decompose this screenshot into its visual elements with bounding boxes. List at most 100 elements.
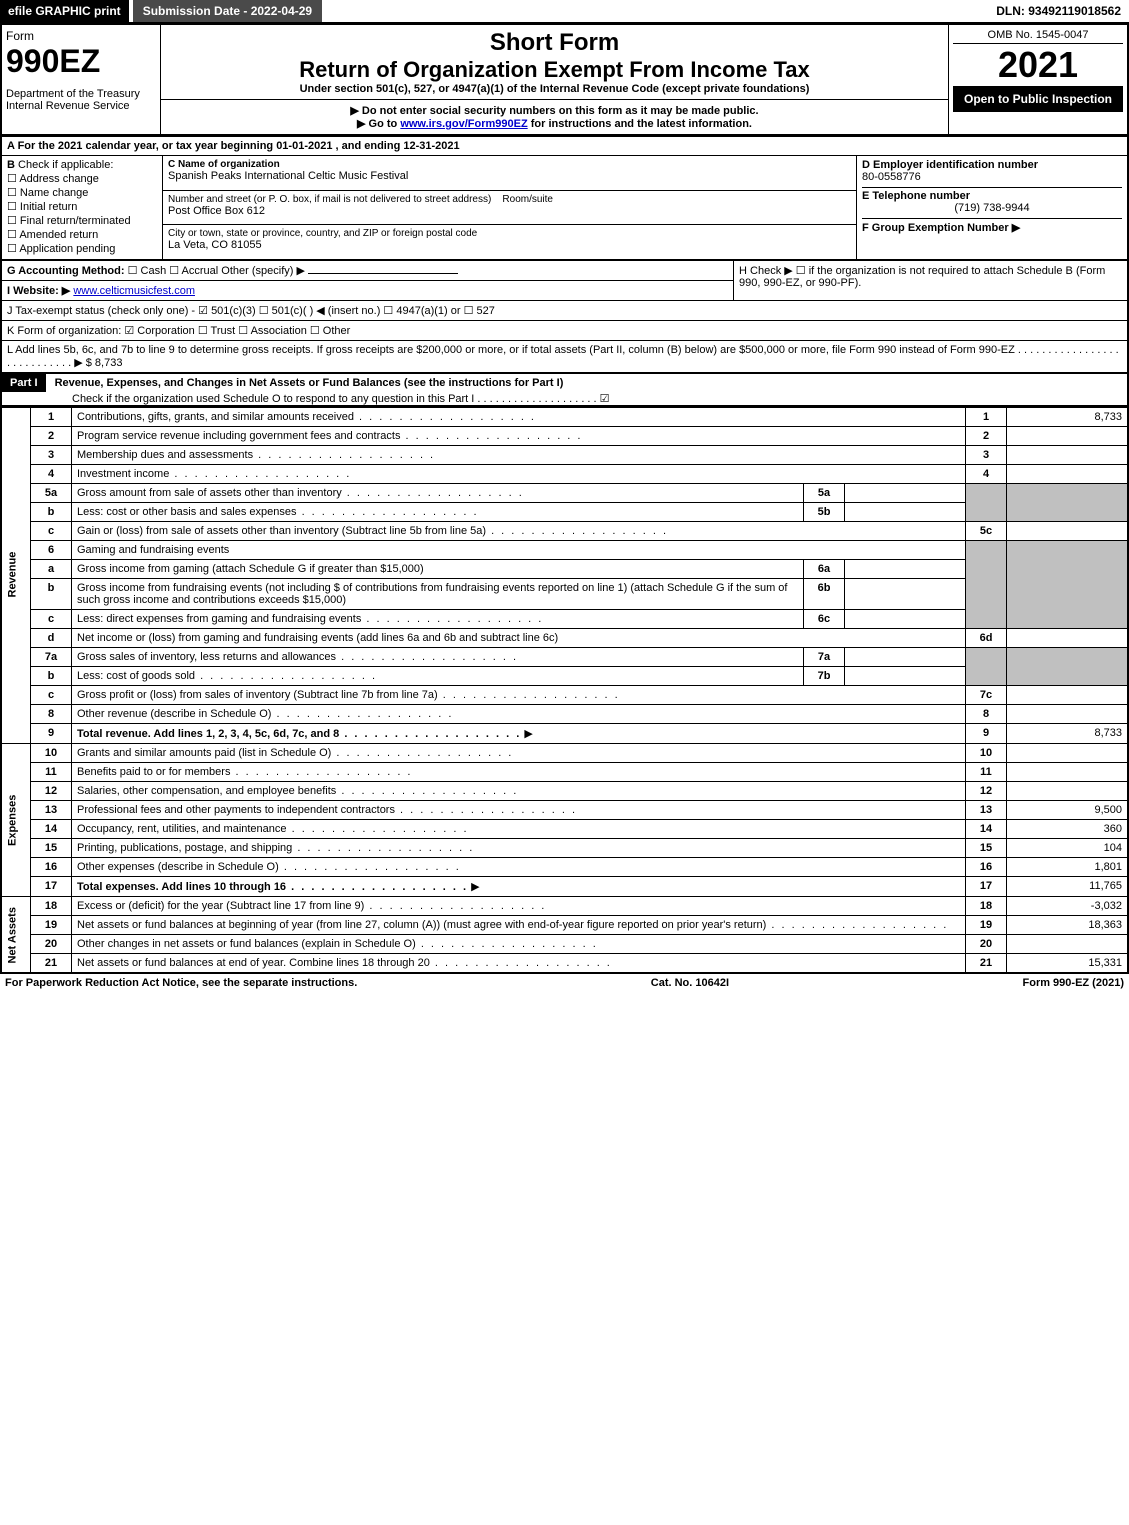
line-10-amt <box>1007 744 1129 763</box>
line-6a-num: a <box>31 560 72 579</box>
line-6c-amt <box>845 610 966 629</box>
part1-header-table: Part I Revenue, Expenses, and Changes in… <box>0 373 1129 406</box>
line-13-amt: 9,500 <box>1007 801 1129 820</box>
line-7c-ref: 7c <box>966 686 1007 705</box>
netassets-vertical-label: Net Assets <box>1 897 31 974</box>
part1-subtitle: Check if the organization used Schedule … <box>2 392 1127 405</box>
line-17-ref: 17 <box>966 877 1007 897</box>
line-11-amt <box>1007 763 1129 782</box>
section-d-e-f: D Employer identification number 80-0558… <box>857 156 1129 260</box>
tax-year: 2021 <box>953 44 1123 86</box>
line-20-text: Other changes in net assets or fund bala… <box>72 935 966 954</box>
line-7a-ref: 7a <box>804 648 845 667</box>
line-16-amt: 1,801 <box>1007 858 1129 877</box>
line-4-ref: 4 <box>966 465 1007 484</box>
line-5b-ref: 5b <box>804 503 845 522</box>
checkbox-initial-return[interactable]: Initial return <box>7 200 157 213</box>
line-5c-amt <box>1007 522 1129 541</box>
line-9-num: 9 <box>31 724 72 744</box>
line-6b-num: b <box>31 579 72 610</box>
line-8-num: 8 <box>31 705 72 724</box>
subtitle-1: Under section 501(c), 527, or 4947(a)(1)… <box>165 83 944 95</box>
line-7a-amt <box>845 648 966 667</box>
city-label: City or town, state or province, country… <box>168 228 851 239</box>
line-8-text: Other revenue (describe in Schedule O) <box>72 705 966 724</box>
line-18-ref: 18 <box>966 897 1007 916</box>
line-15-ref: 15 <box>966 839 1007 858</box>
section-g: G Accounting Method: ☐ Cash ☐ Accrual Ot… <box>1 261 734 281</box>
line-7a-text: Gross sales of inventory, less returns a… <box>72 648 804 667</box>
section-a: A For the 2021 calendar year, or tax yea… <box>1 137 1128 156</box>
line-5a-num: 5a <box>31 484 72 503</box>
open-public-inspection: Open to Public Inspection <box>953 86 1123 112</box>
line-5a-amt <box>845 484 966 503</box>
line-8-amt <box>1007 705 1129 724</box>
section-a-table: A For the 2021 calendar year, or tax yea… <box>0 136 1129 260</box>
line-16-text: Other expenses (describe in Schedule O) <box>72 858 966 877</box>
line-12-num: 12 <box>31 782 72 801</box>
right-cell: OMB No. 1545-0047 2021 Open to Public In… <box>949 24 1129 135</box>
checkbox-name-change[interactable]: Name change <box>7 186 157 199</box>
line-13-ref: 13 <box>966 801 1007 820</box>
line-7b-num: b <box>31 667 72 686</box>
line-6d-ref: 6d <box>966 629 1007 648</box>
grey-6b <box>1007 541 1129 629</box>
sub3-prefix: ▶ Go to <box>357 118 400 130</box>
room-label: Room/suite <box>502 194 553 205</box>
line-20-ref: 20 <box>966 935 1007 954</box>
line-2-text: Program service revenue including govern… <box>72 427 966 446</box>
part1-title: Revenue, Expenses, and Changes in Net As… <box>49 377 564 389</box>
checkbox-final-return[interactable]: Final return/terminated <box>7 214 157 227</box>
website-link[interactable]: www.celticmusicfest.com <box>73 285 195 297</box>
subtitle-2: ▶ Do not enter social security numbers o… <box>165 104 944 117</box>
efile-print-button[interactable]: efile GRAPHIC print <box>0 0 129 22</box>
form-header: Form 990EZ Department of the Treasury In… <box>0 23 1129 136</box>
line-6b-text: Gross income from fundraising events (no… <box>72 579 804 610</box>
line-12-ref: 12 <box>966 782 1007 801</box>
line-1-ref: 1 <box>966 407 1007 427</box>
line-3-num: 3 <box>31 446 72 465</box>
line-16-num: 16 <box>31 858 72 877</box>
line-19-amt: 18,363 <box>1007 916 1129 935</box>
section-c-name: C Name of organization Spanish Peaks Int… <box>163 156 857 191</box>
line-3-ref: 3 <box>966 446 1007 465</box>
section-k: K Form of organization: ☑ Corporation ☐ … <box>1 321 1128 341</box>
line-11-num: 11 <box>31 763 72 782</box>
line-6c-num: c <box>31 610 72 629</box>
line-6c-text: Less: direct expenses from gaming and fu… <box>72 610 804 629</box>
line-14-text: Occupancy, rent, utilities, and maintena… <box>72 820 966 839</box>
line-7b-text: Less: cost of goods sold <box>72 667 804 686</box>
title-cell: Short Form Return of Organization Exempt… <box>161 24 949 100</box>
line-2-num: 2 <box>31 427 72 446</box>
line-9-ref: 9 <box>966 724 1007 744</box>
line-13-text: Professional fees and other payments to … <box>72 801 966 820</box>
line-14-ref: 14 <box>966 820 1007 839</box>
line-6d-amt <box>1007 629 1129 648</box>
line-20-num: 20 <box>31 935 72 954</box>
line-17-text: Total expenses. Add lines 10 through 16 … <box>72 877 966 897</box>
checkbox-amended-return[interactable]: Amended return <box>7 228 157 241</box>
line-5c-ref: 5c <box>966 522 1007 541</box>
line-1-num: 1 <box>31 407 72 427</box>
line-21-num: 21 <box>31 954 72 974</box>
section-j: J Tax-exempt status (check only one) - ☑… <box>1 301 1128 321</box>
line-7a-num: 7a <box>31 648 72 667</box>
grey-7b <box>1007 648 1129 686</box>
line-6c-ref: 6c <box>804 610 845 629</box>
revenue-vertical-label: Revenue <box>1 407 31 744</box>
line-9-amt: 8,733 <box>1007 724 1129 744</box>
section-i: I Website: ▶ www.celticmusicfest.com <box>1 281 734 301</box>
checkbox-application-pending[interactable]: Application pending <box>7 242 157 255</box>
line-7b-ref: 7b <box>804 667 845 686</box>
line-21-amt: 15,331 <box>1007 954 1129 974</box>
line-20-amt <box>1007 935 1129 954</box>
lines-table: Revenue 1 Contributions, gifts, grants, … <box>0 406 1129 974</box>
dept-treasury-label: Department of the Treasury Internal Reve… <box>6 88 156 112</box>
line-14-amt: 360 <box>1007 820 1129 839</box>
checkbox-address-change[interactable]: Address change <box>7 172 157 185</box>
line-6b-ref: 6b <box>804 579 845 610</box>
line-6-text: Gaming and fundraising events <box>72 541 966 560</box>
line-1-amt: 8,733 <box>1007 407 1129 427</box>
line-5b-amt <box>845 503 966 522</box>
irs-link[interactable]: www.irs.gov/Form990EZ <box>400 118 527 130</box>
